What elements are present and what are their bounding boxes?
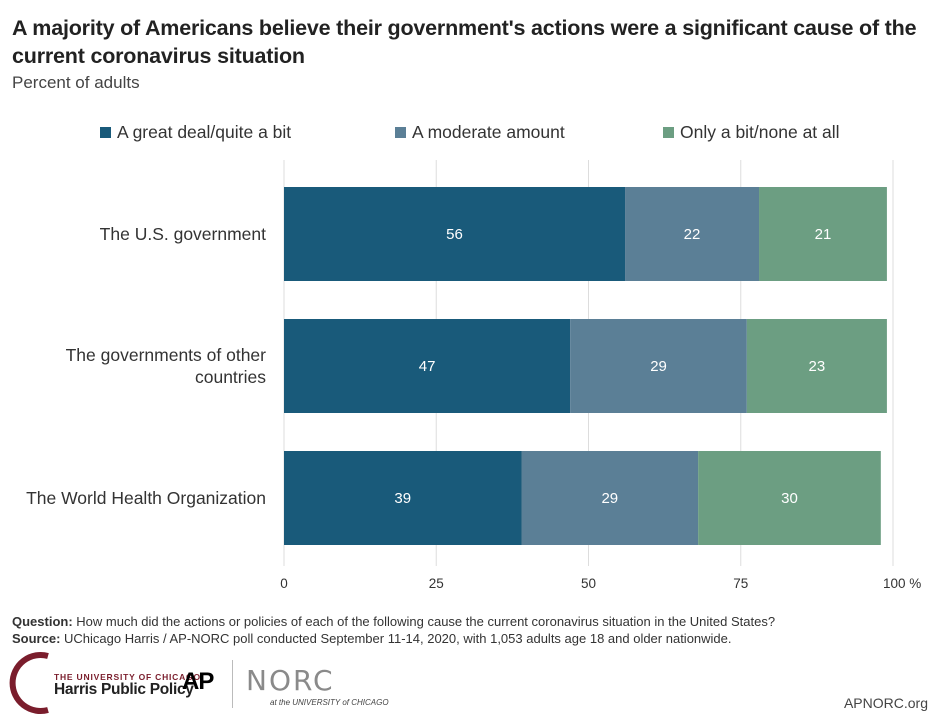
data-label: 29	[650, 358, 667, 375]
data-label: 30	[781, 490, 798, 507]
bar-great-deal	[284, 187, 626, 281]
harris-logo-line2: Harris Public Policy	[54, 681, 194, 698]
source-note: Source: UChicago Harris / AP-NORC poll c…	[12, 630, 927, 647]
question-note: Question: How much did the actions or po…	[12, 613, 927, 630]
bar-moderate	[521, 451, 699, 545]
footer-note: Question: How much did the actions or po…	[12, 613, 927, 647]
x-tick-label: 50	[581, 576, 596, 591]
question-label: Question:	[12, 614, 73, 629]
bar-little	[746, 319, 887, 413]
legend-label-little: Only a bit/none at all	[680, 122, 840, 142]
bar-great-deal	[284, 451, 522, 545]
bar-moderate	[625, 187, 760, 281]
x-tick-label: 25	[429, 576, 444, 591]
category-label: The governments of other countries	[66, 345, 267, 387]
category-label: The World Health Organization	[26, 488, 266, 508]
data-label: 23	[809, 358, 826, 375]
legend-item-moderate: A moderate amount	[395, 122, 565, 143]
legend-item-great-deal: A great deal/quite a bit	[100, 122, 291, 143]
bar-little	[759, 187, 887, 281]
data-label: 22	[684, 226, 701, 243]
logo-divider	[232, 660, 233, 708]
source-label: Source:	[12, 631, 61, 646]
apnorc-site-label: APNORC.org	[843, 695, 928, 711]
chart-subtitle: Percent of adults	[12, 73, 140, 92]
ap-logo: AP	[182, 668, 214, 695]
bar-great-deal	[284, 319, 571, 413]
x-tick-label: 100 %	[883, 576, 921, 591]
harris-logo-line1: THE UNIVERSITY OF CHICAGO	[54, 672, 201, 682]
source-text: UChicago Harris / AP-NORC poll conducted…	[60, 631, 732, 646]
norc-logo: NORC	[246, 664, 335, 697]
x-tick-label: 0	[280, 576, 288, 591]
legend-label-moderate: A moderate amount	[412, 122, 565, 142]
category-label: The U.S. government	[100, 224, 266, 244]
legend-label-great-deal: A great deal/quite a bit	[117, 122, 292, 142]
bar-little	[698, 451, 881, 545]
chart-title: A majority of Americans believe their go…	[12, 16, 917, 68]
data-label: 21	[815, 226, 832, 243]
legend-swatch-moderate	[395, 127, 406, 138]
data-label: 47	[419, 358, 436, 375]
question-text: How much did the actions or policies of …	[72, 614, 776, 629]
data-label: 39	[394, 490, 411, 507]
norc-logo-subtitle: at the UNIVERSITY of CHICAGO	[270, 698, 389, 707]
bar-moderate	[570, 319, 747, 413]
harris-logo-mark	[9, 652, 49, 714]
x-tick-label: 75	[733, 576, 748, 591]
data-label: 29	[601, 490, 618, 507]
data-label: 56	[446, 226, 463, 243]
legend-swatch-great-deal	[100, 127, 111, 138]
logo-footer: THE UNIVERSITY OF CHICAGO Harris Public …	[0, 648, 936, 720]
legend-swatch-little	[663, 127, 674, 138]
chart-legend: A great deal/quite a bit A moderate amou…	[0, 122, 936, 146]
bar-chart: 56 22 21 The U.S. government 47 29 23 The gover…	[26, 160, 921, 591]
legend-item-little: Only a bit/none at all	[663, 122, 840, 143]
